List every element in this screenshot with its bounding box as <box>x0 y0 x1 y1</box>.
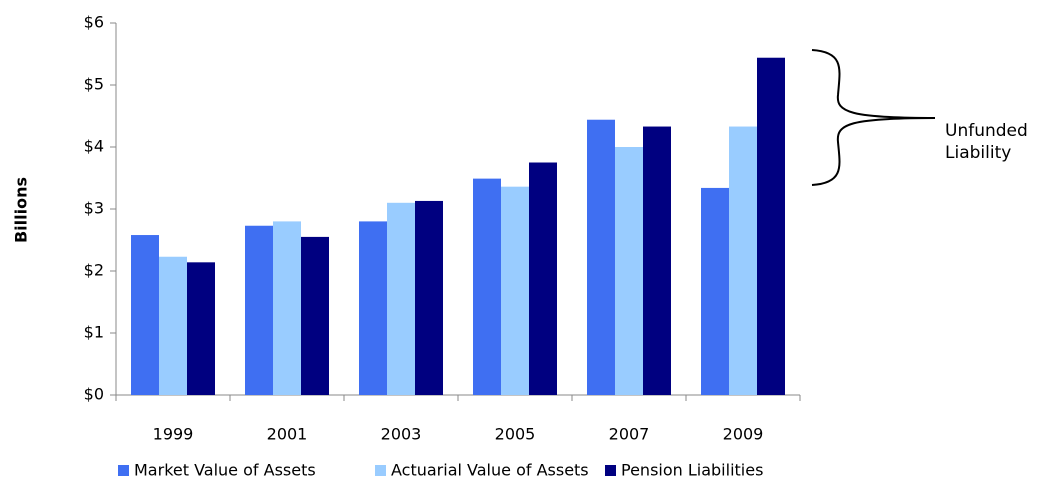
bar <box>187 262 215 395</box>
y-tick-label: $4 <box>84 137 104 156</box>
x-tick-label: 2003 <box>381 425 422 444</box>
bar <box>587 119 615 395</box>
bar <box>273 221 301 395</box>
legend-swatch <box>375 465 386 476</box>
legend-label: Pension Liabilities <box>621 461 763 480</box>
bar <box>387 202 415 395</box>
bar <box>301 236 329 395</box>
annotation: Unfunded Liability <box>945 121 1028 163</box>
bar <box>701 187 729 395</box>
bar <box>131 235 159 395</box>
legend-swatch <box>605 465 616 476</box>
y-tick-label: $1 <box>84 323 104 342</box>
bar <box>159 256 187 395</box>
bar <box>415 200 443 395</box>
bar <box>615 147 643 395</box>
legend-label: Actuarial Value of Assets <box>391 461 589 480</box>
y-tick-label: $5 <box>84 75 104 94</box>
bar <box>473 178 501 395</box>
bar <box>359 221 387 395</box>
x-tick-label: 2009 <box>723 425 764 444</box>
bar <box>529 162 557 395</box>
bar <box>245 225 273 395</box>
y-tick-label: $6 <box>84 13 104 32</box>
x-tick-label: 2005 <box>495 425 536 444</box>
y-tick-label: $2 <box>84 261 104 280</box>
bar <box>729 126 757 395</box>
brace <box>811 49 936 186</box>
y-tick-label: $3 <box>84 199 104 218</box>
y-tick-label: $0 <box>84 385 104 404</box>
x-tick-label: 2007 <box>609 425 650 444</box>
bar <box>501 186 529 395</box>
bar <box>757 57 785 395</box>
legend-swatch <box>118 465 129 476</box>
legend-label: Market Value of Assets <box>134 461 316 480</box>
x-tick-label: 2001 <box>267 425 308 444</box>
x-tick-label: 1999 <box>153 425 194 444</box>
y-axis-label: Billions <box>12 177 31 243</box>
bar <box>643 126 671 395</box>
